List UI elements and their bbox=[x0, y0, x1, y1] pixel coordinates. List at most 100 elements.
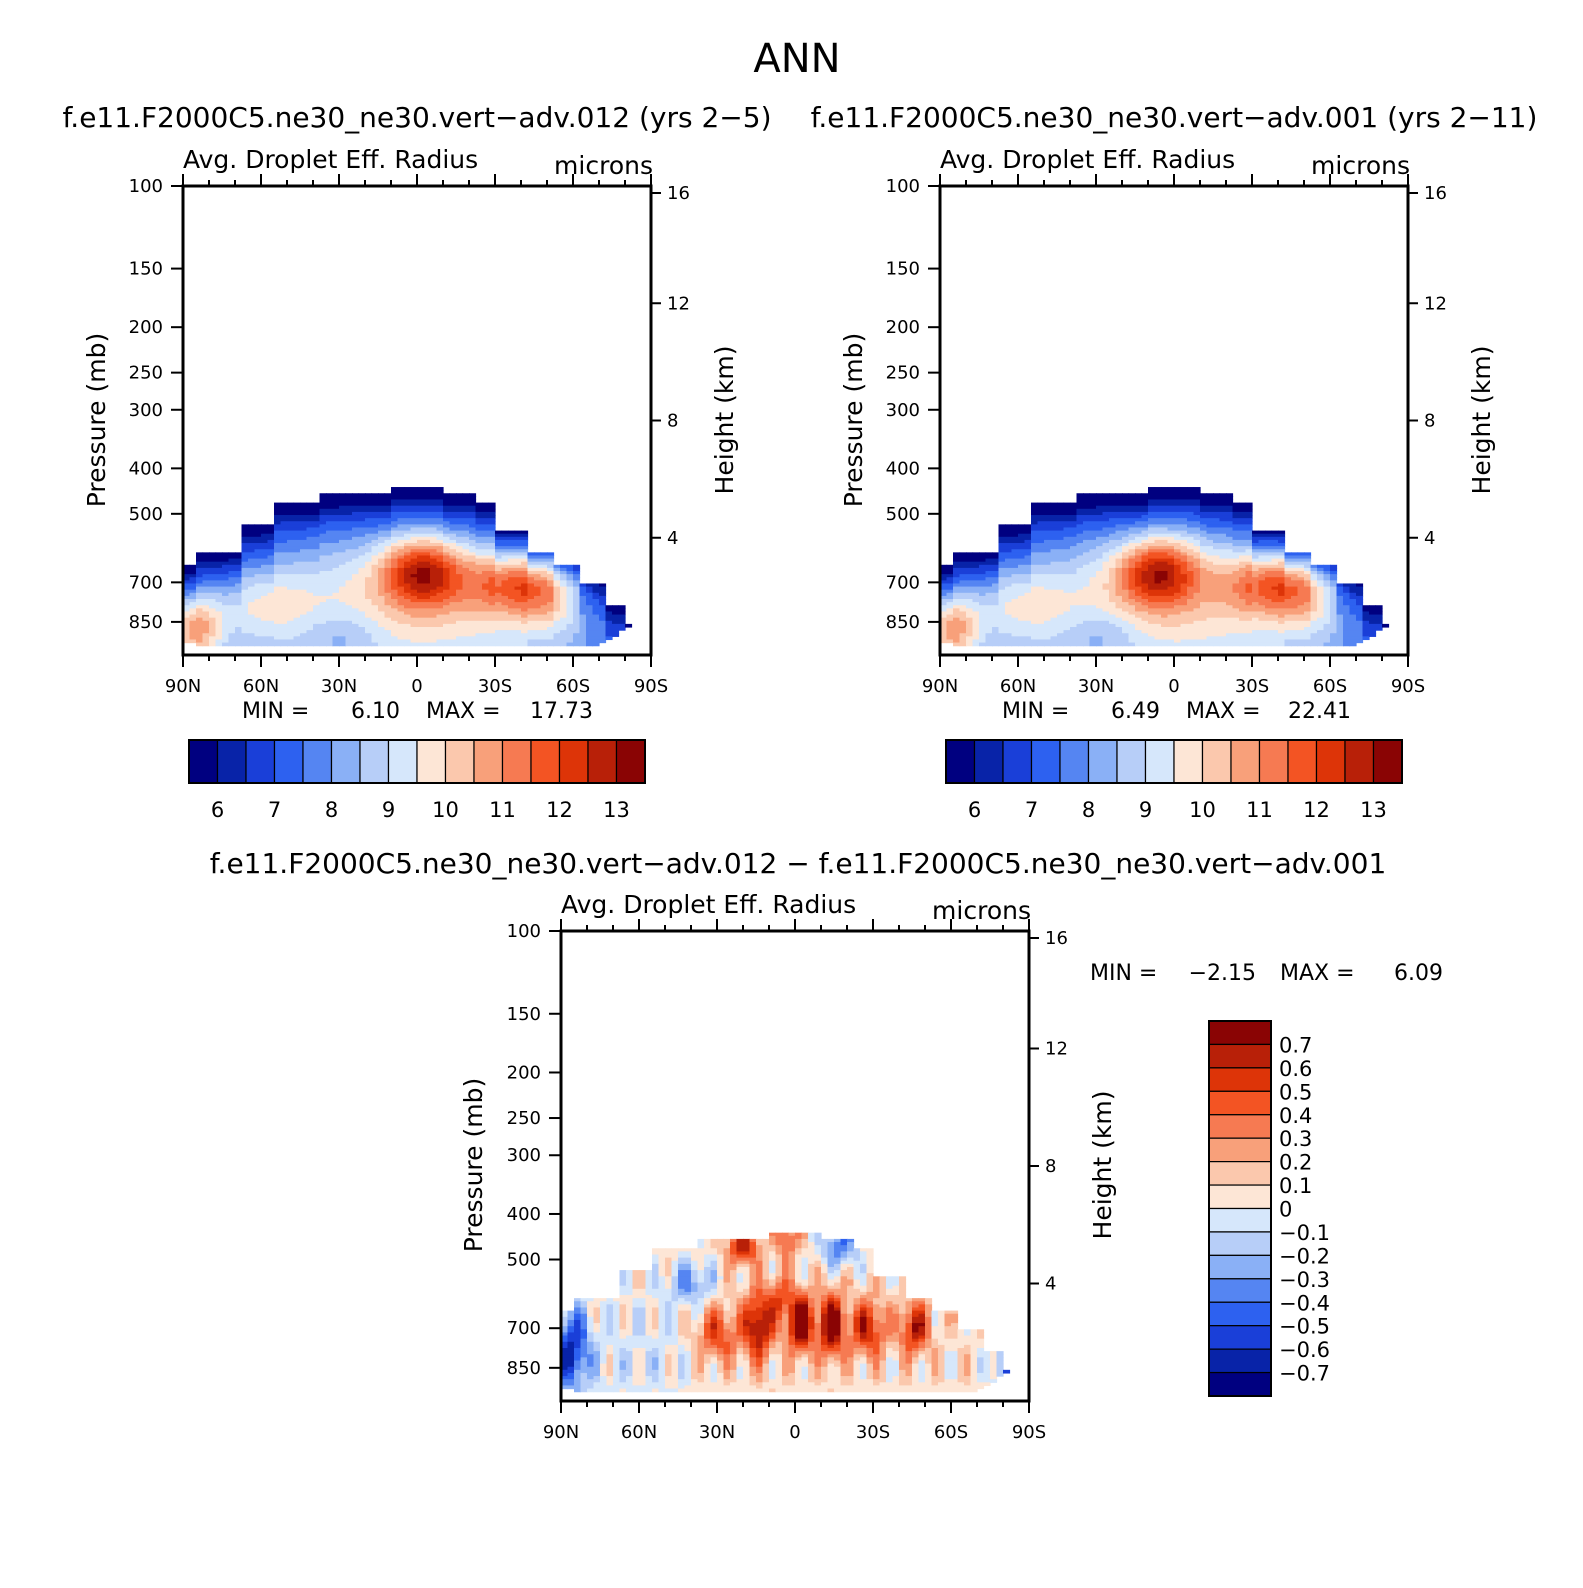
colorbar-box bbox=[332, 740, 361, 783]
field-cell bbox=[979, 643, 986, 647]
colorbar-label: 7 bbox=[268, 798, 281, 822]
field-cell bbox=[508, 643, 515, 647]
colorbar-label: 13 bbox=[603, 798, 630, 822]
field-cell bbox=[534, 643, 541, 647]
field-cell bbox=[953, 643, 960, 647]
field-cell bbox=[216, 643, 223, 647]
field-cell bbox=[359, 643, 366, 647]
field-cell bbox=[411, 643, 418, 647]
field-cell bbox=[1005, 643, 1012, 647]
field-cell bbox=[1044, 643, 1051, 647]
field-cell bbox=[1239, 643, 1246, 647]
field-cell bbox=[973, 643, 980, 647]
field-cell bbox=[482, 643, 489, 647]
x-tick-label: 0 bbox=[411, 676, 422, 697]
field-cell bbox=[274, 643, 281, 647]
field-cell bbox=[1252, 643, 1259, 647]
colorbar-box bbox=[389, 740, 418, 783]
colorbar-label: 11 bbox=[489, 798, 516, 822]
y-right-tick-label: 16 bbox=[667, 183, 690, 204]
colorbar-box bbox=[246, 740, 275, 783]
field-cell bbox=[580, 643, 587, 647]
field-cell bbox=[430, 643, 437, 647]
panel-a-ylabel-right: Height (km) bbox=[710, 346, 739, 495]
field-cell bbox=[515, 643, 522, 647]
panel-a-max-value: 17.73 bbox=[530, 699, 593, 724]
field-cell bbox=[619, 627, 626, 631]
field-cell bbox=[999, 643, 1006, 647]
field-cell bbox=[1096, 643, 1103, 647]
colorbar-box bbox=[560, 740, 589, 783]
field-cell bbox=[1207, 643, 1214, 647]
field-cell bbox=[1220, 643, 1227, 647]
colorbar-label: 12 bbox=[546, 798, 573, 822]
field-cell bbox=[242, 643, 249, 647]
colorbar-box bbox=[189, 740, 218, 783]
colorbar-box bbox=[417, 740, 446, 783]
field-cell bbox=[346, 643, 353, 647]
field-cell bbox=[1187, 643, 1194, 647]
field-cell bbox=[443, 643, 450, 647]
colorbar-box bbox=[503, 740, 532, 783]
field-cell bbox=[209, 643, 216, 647]
field-cell bbox=[320, 643, 327, 647]
y-right-tick-label: 8 bbox=[667, 411, 678, 432]
field-cell bbox=[495, 643, 502, 647]
field-cell bbox=[573, 643, 580, 647]
panel-a-min-value: 6.10 bbox=[351, 699, 400, 724]
field-cell bbox=[1109, 643, 1116, 647]
field-cell bbox=[1246, 643, 1253, 647]
panel-a-ylabel: Pressure (mb) bbox=[82, 333, 111, 507]
y-tick-label: 150 bbox=[129, 259, 163, 280]
field-cell bbox=[502, 643, 509, 647]
field-cell bbox=[339, 643, 346, 647]
field-cell bbox=[1233, 643, 1240, 647]
field-cell bbox=[235, 643, 242, 647]
field-cell bbox=[1064, 643, 1071, 647]
field-cell bbox=[203, 643, 210, 647]
field-cell bbox=[365, 643, 372, 647]
y-tick-label: 200 bbox=[129, 317, 163, 338]
field-cell bbox=[352, 643, 359, 647]
field-cell bbox=[1090, 643, 1097, 647]
field-cell bbox=[489, 643, 496, 647]
colorbar-box bbox=[446, 740, 475, 783]
y-tick-label: 400 bbox=[129, 458, 163, 479]
panel-a: f.e11.F2000C5.ne30_ne30.vert−adv.012 (yr… bbox=[62, 101, 771, 822]
field-cell bbox=[1083, 643, 1090, 647]
field-cell bbox=[437, 643, 444, 647]
field-cell bbox=[966, 643, 973, 647]
field-cell bbox=[261, 643, 268, 647]
field-cell bbox=[313, 643, 320, 647]
field-cell bbox=[190, 639, 197, 643]
field-cell bbox=[1265, 643, 1272, 647]
field-cell bbox=[960, 643, 967, 647]
field-cell bbox=[541, 643, 548, 647]
field-cell bbox=[372, 643, 379, 647]
field-cell bbox=[1116, 643, 1123, 647]
field-cell bbox=[625, 624, 632, 628]
field-cell bbox=[1272, 643, 1279, 647]
field-cell bbox=[528, 643, 535, 647]
field-cell bbox=[1135, 643, 1142, 647]
panel-b-title: f.e11.F2000C5.ne30_ne30.vert−adv.001 (yr… bbox=[811, 101, 1538, 134]
field-cell bbox=[1038, 643, 1045, 647]
field-cell bbox=[469, 643, 476, 647]
field-cell bbox=[606, 636, 613, 640]
field-cell bbox=[326, 643, 333, 647]
field-cell bbox=[1155, 643, 1162, 647]
x-tick-label: 30N bbox=[321, 676, 357, 697]
field-cell bbox=[1168, 643, 1175, 647]
field-cell bbox=[268, 643, 275, 647]
field-cell bbox=[385, 643, 392, 647]
field-cell bbox=[424, 643, 431, 647]
field-cell bbox=[1200, 643, 1207, 647]
panel-a-max-label: MAX = bbox=[426, 699, 501, 724]
field-cell bbox=[1194, 643, 1201, 647]
field-cell bbox=[404, 643, 411, 647]
field-cell bbox=[398, 643, 405, 647]
field-cell bbox=[300, 643, 307, 647]
field-cell bbox=[1174, 643, 1181, 647]
field-cell bbox=[521, 643, 528, 647]
